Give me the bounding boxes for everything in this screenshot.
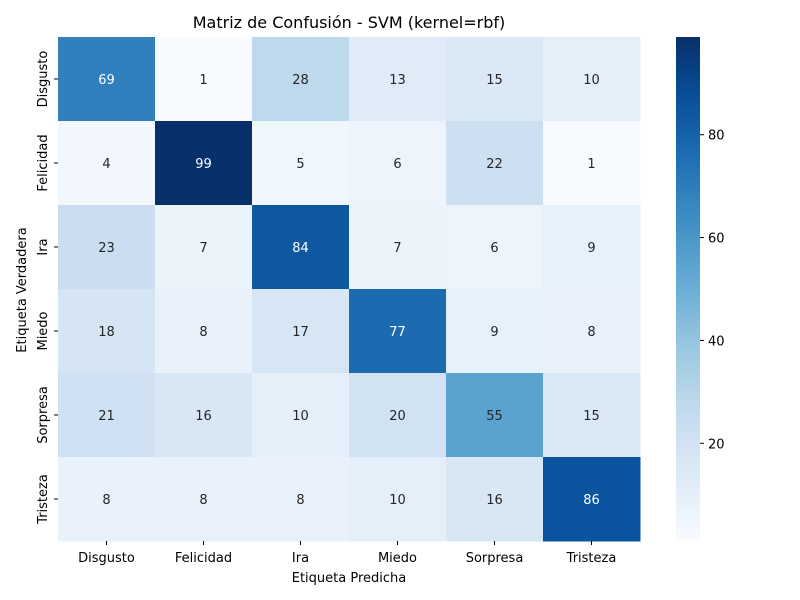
heatmap-cell	[252, 205, 350, 290]
cell-value-label: 1	[199, 73, 207, 88]
cell-value-label: 21	[98, 409, 115, 424]
cell-value-label: 15	[583, 409, 600, 424]
heatmap-cell	[349, 457, 447, 542]
cell-value-label: 4	[102, 157, 110, 172]
cell-value-label: 99	[195, 157, 212, 172]
cell-value-label: 16	[195, 409, 212, 424]
heatmap-cell	[543, 205, 641, 290]
heatmap-cell	[543, 121, 641, 206]
heatmap-cell	[349, 37, 447, 122]
heatmap-cell	[446, 373, 544, 458]
cell-value-label: 5	[296, 157, 304, 172]
colorbar-tick-label: 80	[708, 129, 725, 144]
heatmap-cells: 69 1 28 13 15 104 99 5 6 22 123 7 84 7 6 918 8 17 77 9 821 16…	[58, 37, 641, 542]
cell-value-label: 86	[583, 493, 600, 508]
cell-value-label: 9	[490, 325, 498, 340]
heatmap-cell	[58, 205, 156, 290]
heatmap-cell	[58, 121, 156, 206]
colorbar-tick-label: 60	[708, 232, 725, 247]
heatmap-cell	[155, 37, 253, 122]
x-tick-label: Disgusto	[78, 551, 135, 566]
heatmap-cell	[155, 289, 253, 374]
cell-value-label: 23	[98, 241, 115, 256]
cell-value-label: 69	[98, 73, 115, 88]
cell-value-label: 1	[587, 157, 595, 172]
x-tick-label: Tristeza	[566, 551, 617, 566]
heatmap-cell	[252, 121, 350, 206]
cell-value-label: 7	[393, 241, 401, 256]
x-axis-ticks: Disgusto Felicidad Ira Miedo Sorpresa Tristez…	[78, 541, 616, 566]
heatmap-cell	[446, 289, 544, 374]
cell-value-label: 55	[486, 409, 503, 424]
heatmap-cell	[58, 289, 156, 374]
heatmap-cell	[155, 205, 253, 290]
cell-value-label: 13	[389, 73, 406, 88]
cell-value-label: 8	[296, 493, 304, 508]
heatmap-cell	[446, 457, 544, 542]
cell-value-label: 16	[486, 493, 503, 508]
cell-value-label: 20	[389, 409, 406, 424]
cell-value-label: 15	[486, 73, 503, 88]
colorbar-tick-label: 20	[708, 437, 725, 452]
heatmap-cell	[252, 289, 350, 374]
heatmap-cell	[543, 37, 641, 122]
cell-value-label: 8	[587, 325, 595, 340]
cell-value-label: 10	[389, 493, 406, 508]
heatmap-cell	[543, 373, 641, 458]
heatmap-cell	[349, 121, 447, 206]
y-axis-label: Etiqueta Verdadera	[15, 227, 30, 352]
heatmap-cell	[543, 289, 641, 374]
cell-value-label: 84	[292, 241, 309, 256]
y-tick-label: Disgusto	[36, 51, 51, 108]
y-tick-label: Ira	[36, 238, 51, 255]
chart-title: Matriz de Confusión - SVM (kernel=rbf)	[193, 13, 506, 32]
y-tick-label: Miedo	[36, 311, 51, 350]
x-tick-label: Sorpresa	[466, 551, 524, 566]
heatmap-cell	[155, 121, 253, 206]
heatmap-cell	[349, 373, 447, 458]
heatmap-cell	[252, 37, 350, 122]
heatmap-cell	[446, 205, 544, 290]
x-tick-label: Ira	[292, 551, 309, 566]
heatmap-cell	[349, 205, 447, 290]
x-tick-label: Miedo	[378, 551, 417, 566]
cell-value-label: 10	[292, 409, 309, 424]
cell-value-label: 22	[486, 157, 503, 172]
y-axis-ticks: Disgusto Felicidad Ira Miedo Sorpresa Tristez…	[36, 51, 58, 525]
cell-value-label: 10	[583, 73, 600, 88]
cell-value-label: 28	[292, 73, 309, 88]
heatmap-cell	[543, 457, 641, 542]
x-tick-label: Felicidad	[175, 551, 232, 566]
heatmap-cell	[58, 37, 156, 122]
x-axis-label: Etiqueta Predicha	[292, 571, 407, 586]
cell-value-label: 8	[102, 493, 110, 508]
colorbar-ticks: 20 40 60 80	[700, 129, 725, 452]
colorbar-tick-label: 40	[708, 334, 725, 349]
y-tick-label: Sorpresa	[36, 386, 51, 444]
heatmap-cell	[155, 373, 253, 458]
cell-value-label: 9	[587, 241, 595, 256]
cell-value-label: 6	[393, 157, 401, 172]
heatmap-cell	[446, 37, 544, 122]
cell-value-label: 17	[292, 325, 309, 340]
heatmap-cell	[58, 457, 156, 542]
cell-value-label: 8	[199, 493, 207, 508]
cell-value-label: 18	[98, 325, 115, 340]
cell-value-label: 77	[389, 325, 406, 340]
y-tick-label: Felicidad	[36, 134, 51, 191]
heatmap-cell	[252, 457, 350, 542]
cell-value-label: 6	[490, 241, 498, 256]
cell-value-label: 7	[199, 241, 207, 256]
heatmap-cell	[252, 373, 350, 458]
heatmap-cell	[155, 457, 253, 542]
cell-value-label: 8	[199, 325, 207, 340]
colorbar	[676, 37, 700, 541]
heatmap-cell	[446, 121, 544, 206]
heatmap-cell	[349, 289, 447, 374]
heatmap-cell	[58, 373, 156, 458]
y-tick-label: Tristeza	[36, 474, 51, 525]
